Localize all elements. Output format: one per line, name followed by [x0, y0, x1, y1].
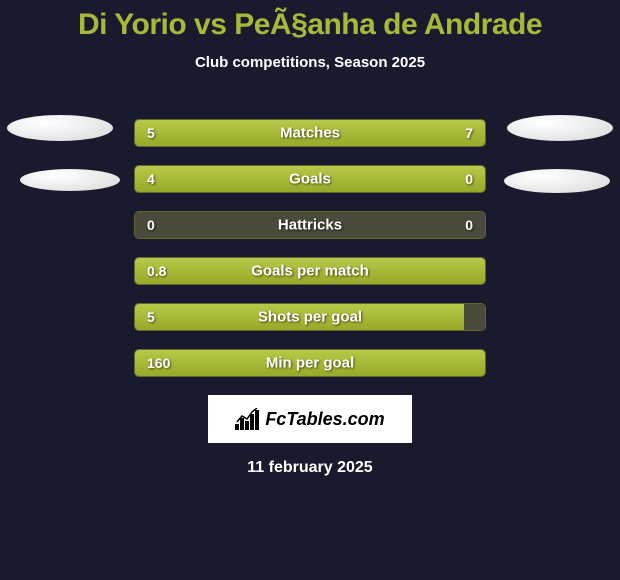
bar-value-right: 7	[465, 125, 473, 141]
subtitle: Club competitions, Season 2025	[0, 54, 620, 71]
bar-row: 0.8Goals per match	[134, 257, 486, 285]
player-avatar-right-2	[504, 169, 610, 193]
bar-label: Hattricks	[135, 217, 485, 234]
page-title: Di Yorio vs PeÃ§anha de Andrade	[0, 0, 620, 42]
bar-label: Goals per match	[135, 263, 485, 280]
bar-value-right: 0	[465, 171, 473, 187]
player-avatar-left-1	[7, 115, 113, 141]
bar-value-right: 0	[465, 217, 473, 233]
fctables-icon	[235, 408, 261, 430]
player-avatar-right-1	[507, 115, 613, 141]
bar-row: 0Hattricks0	[134, 211, 486, 239]
player-avatar-left-2	[20, 169, 120, 191]
logo-box: FcTables.com	[208, 395, 412, 443]
chart-area: 5Matches74Goals00Hattricks00.8Goals per …	[0, 119, 620, 377]
bar-label: Min per goal	[135, 355, 485, 372]
bar-label: Goals	[135, 171, 485, 188]
bar-row: 5Matches7	[134, 119, 486, 147]
date-text: 11 february 2025	[0, 459, 620, 477]
comparison-infographic: Di Yorio vs PeÃ§anha de Andrade Club com…	[0, 0, 620, 580]
bars-container: 5Matches74Goals00Hattricks00.8Goals per …	[134, 119, 486, 377]
bar-row: 5Shots per goal	[134, 303, 486, 331]
bar-label: Shots per goal	[135, 309, 485, 326]
bar-label: Matches	[135, 125, 485, 142]
bar-row: 4Goals0	[134, 165, 486, 193]
bar-row: 160Min per goal	[134, 349, 486, 377]
logo-text: FcTables.com	[265, 409, 384, 430]
